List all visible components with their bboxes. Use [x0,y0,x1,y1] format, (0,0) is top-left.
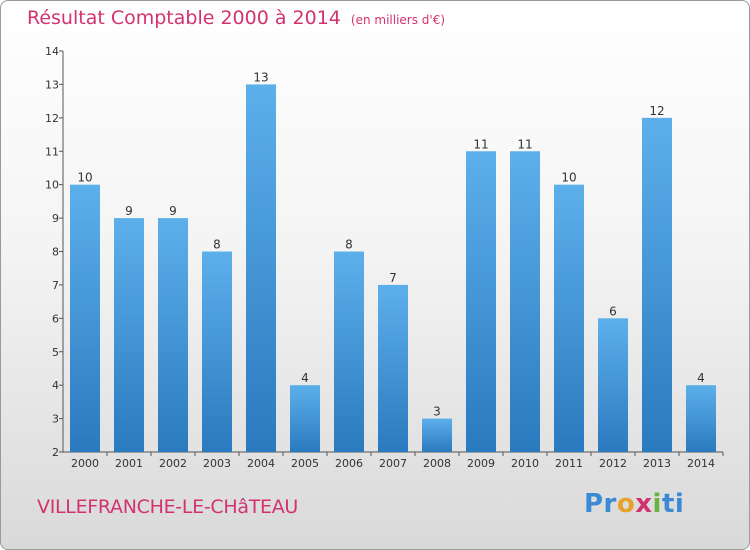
bar-2002[interactable] [158,218,188,452]
y-tick-label: 12 [45,112,59,125]
data-label-2001: 9 [125,204,133,218]
x-tick-label: 2010 [511,457,539,470]
y-tick-label: 10 [45,179,59,192]
bar-2000[interactable] [70,184,100,452]
y-tick-label: 14 [45,45,59,58]
x-tick-label: 2014 [687,457,715,470]
bar-2011[interactable] [554,184,584,452]
data-label-2011: 10 [561,171,576,185]
x-tick-label: 2003 [203,457,231,470]
y-tick-label: 3 [52,413,59,426]
logo-part-3: x [635,489,653,519]
proxiti-logo[interactable]: Proxiti [584,489,684,519]
x-tick-label: 2009 [467,457,495,470]
y-tick-label: 11 [45,145,59,158]
data-label-2009: 11 [473,137,488,151]
bar-2003[interactable] [202,251,232,453]
logo-part-1: Pr [584,489,617,519]
x-tick-label: 2007 [379,457,407,470]
data-label-2003: 8 [213,238,221,252]
data-label-2002: 9 [169,204,177,218]
logo-part-2: o [616,489,636,519]
x-tick-label: 2002 [159,457,187,470]
chart-title: Résultat Comptable 2000 à 2014 [27,7,341,29]
x-tick-label: 2012 [599,457,627,470]
data-label-2000: 10 [77,171,92,185]
x-tick-label: 2004 [247,457,275,470]
data-labels: 10 9 9 8 13 4 8 7 3 11 11 10 6 12 4 [77,70,704,418]
x-tick-label: 2008 [423,457,451,470]
data-label-2005: 4 [301,371,309,385]
y-tick-label: 9 [52,212,59,225]
x-tick-label: 2000 [71,457,99,470]
bar-2004[interactable] [246,84,276,453]
y-tick-label: 13 [45,78,59,91]
bar-2006[interactable] [334,251,364,453]
bar-2008[interactable] [422,418,452,452]
data-label-2010: 11 [517,137,532,151]
data-label-2014: 4 [697,371,705,385]
x-tick-label: 2011 [555,457,583,470]
bar-2009[interactable] [466,151,496,452]
logo-part-5: ti [661,489,685,519]
bar-2005[interactable] [290,385,320,452]
data-label-2007: 7 [389,271,397,285]
x-tick-label: 2013 [643,457,671,470]
bar-2014[interactable] [686,385,716,452]
bar-2012[interactable] [598,318,628,452]
y-tick-label: 6 [52,312,59,325]
data-label-2004: 13 [253,70,268,84]
x-tick-label: 2006 [335,457,363,470]
bar-2013[interactable] [642,117,672,452]
data-label-2012: 6 [609,304,617,318]
data-label-2006: 8 [345,238,353,252]
y-tick-label: 7 [52,279,59,292]
chart-subtitle: (en milliers d'€) [350,13,446,27]
logo-part-4: i [652,489,662,519]
bars [70,84,716,453]
bar-2010[interactable] [510,151,540,452]
y-tick-label: 8 [52,246,59,259]
data-label-2008: 3 [433,405,441,419]
bar-2007[interactable] [378,284,408,452]
x-tick-label: 2001 [115,457,143,470]
x-tick-label: 2005 [291,457,319,470]
data-label-2013: 12 [649,104,664,118]
chart-title-block: Résultat Comptable 2000 à 2014 (en millie… [27,7,445,29]
y-tick-label: 5 [52,346,59,359]
y-tick-label: 2 [52,446,59,459]
bar-2001[interactable] [114,218,144,452]
commune-name: VILLEFRANCHE-LE-CHâTEAU [37,496,299,518]
y-tick-label: 4 [52,379,59,392]
